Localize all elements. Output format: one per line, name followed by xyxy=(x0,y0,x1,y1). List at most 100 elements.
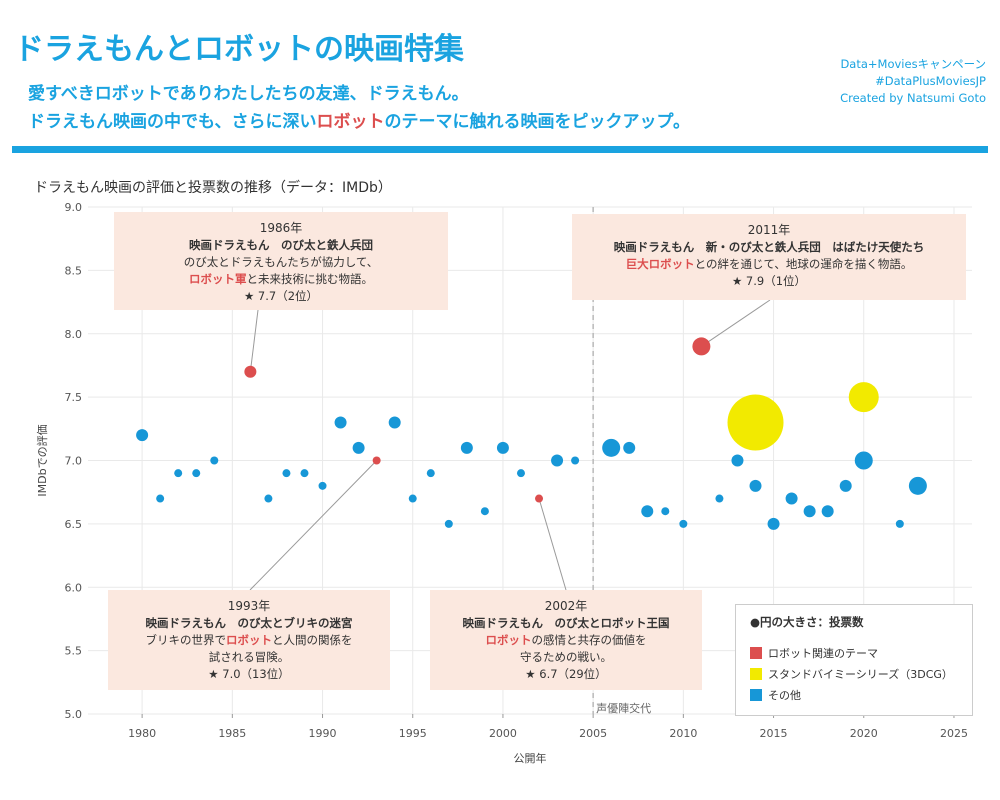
data-point-robot xyxy=(372,456,381,465)
data-point-standbyme xyxy=(848,382,879,413)
annotation-rating: ★ 7.9（1位） xyxy=(731,274,807,288)
annotation-desc-post: の感情と共存の価値を xyxy=(531,633,647,647)
annotation-leader-line xyxy=(249,460,378,591)
annotation-movie: 映画ドラえもん のび太とロボット王国 xyxy=(462,616,670,630)
annotation-leader-line xyxy=(701,299,771,347)
data-point-other xyxy=(264,494,273,503)
subtitle-highlight: ロボット xyxy=(316,112,385,132)
reference-line-label: 声優陣交代 xyxy=(596,701,651,715)
annotation-desc: 試される冒険。 xyxy=(208,650,290,664)
header-divider xyxy=(12,146,988,153)
data-point-other xyxy=(839,479,852,492)
data-point-other xyxy=(334,416,347,429)
annotation-2002: 2002年 映画ドラえもん のび太とロボット王国 ロボットの感情と共存の価値を … xyxy=(430,590,702,690)
x-tick-label: 1990 xyxy=(309,727,337,740)
annotation-1986: 1986年 映画ドラえもん のび太と鉄人兵団 のび太とドラえもんたちが協力して、… xyxy=(114,212,448,310)
annotation-leader-line xyxy=(538,498,567,591)
page-title: ドラえもんとロボットの映画特集 xyxy=(14,32,464,67)
annotation-rating: ★ 7.0（13位） xyxy=(208,667,290,681)
data-point-other xyxy=(192,469,201,478)
annotation-desc: ロボットの感情と共存の価値を xyxy=(430,632,702,649)
annotation-movie: 映画ドラえもん のび太とブリキの迷宮 xyxy=(145,616,353,630)
y-tick-label: 5.5 xyxy=(65,645,83,658)
legend-label: その他 xyxy=(768,689,801,702)
x-tick-label: 1985 xyxy=(218,727,246,740)
page-subtitle: 愛すべきロボットでありわたしたちの友達、ドラえもん。 ドラえもん映画の中でも、さ… xyxy=(28,80,690,136)
annotation-year: 2011年 xyxy=(747,223,791,237)
annotation-highlight: 巨大ロボット xyxy=(625,257,695,271)
annotation-year: 1993年 xyxy=(227,599,271,613)
subtitle-line-2-pre: ドラえもん映画の中でも、さらに深い xyxy=(28,112,317,132)
data-point-other xyxy=(785,492,798,505)
annotation-desc: 巨大ロボットとの絆を通じて、地球の運命を描く物語。 xyxy=(572,256,966,273)
data-point-other xyxy=(282,469,291,478)
data-point-other xyxy=(731,454,744,467)
data-point-other xyxy=(623,441,636,454)
data-point-other xyxy=(661,507,670,516)
subtitle-line-2: ドラえもん映画の中でも、さらに深いロボットのテーマに触れる映画をピックアップ。 xyxy=(28,108,690,136)
annotation-highlight: ロボット軍 xyxy=(189,272,247,286)
data-point-robot xyxy=(535,494,544,503)
y-tick-label: 8.5 xyxy=(65,264,83,277)
annotation-desc-post: と人間の関係を xyxy=(272,633,353,647)
annotation-year: 1986年 xyxy=(259,221,303,235)
x-tick-label: 2000 xyxy=(489,727,517,740)
legend-label: スタンドバイミーシリーズ（3DCG） xyxy=(768,668,953,681)
annotation-2011: 2011年 映画ドラえもん 新・のび太と鉄人兵団 はばたけ天使たち 巨大ロボット… xyxy=(572,214,966,300)
data-point-other xyxy=(156,494,165,503)
y-axis-label: IMDbでの評価 xyxy=(35,424,49,496)
data-point-other xyxy=(895,519,904,528)
legend-label: ロボット関連のテーマ xyxy=(768,647,878,660)
annotation-movie: 映画ドラえもん のび太と鉄人兵団 xyxy=(189,238,373,252)
x-tick-label: 2005 xyxy=(579,727,607,740)
legend-swatch-other xyxy=(750,689,762,701)
credit-hashtag: #DataPlusMoviesJP xyxy=(875,74,986,88)
data-point-other xyxy=(408,494,417,503)
annotation-desc: ブリキの世界でロボットと人間の関係を xyxy=(108,632,390,649)
y-tick-label: 9.0 xyxy=(65,201,83,214)
data-point-robot xyxy=(692,337,711,356)
annotation-year: 2002年 xyxy=(544,599,588,613)
legend-title: ●円の大きさ：投票数 xyxy=(750,615,864,629)
data-point-other xyxy=(749,479,762,492)
data-point-other xyxy=(388,416,401,429)
credit-campaign: Data+Moviesキャンペーン xyxy=(840,57,986,71)
data-point-other xyxy=(496,441,509,454)
subtitle-line-1: 愛すべきロボットでありわたしたちの友達、ドラえもん。 xyxy=(28,84,469,104)
data-point-other xyxy=(480,507,489,516)
data-point-other xyxy=(426,469,435,478)
data-point-other xyxy=(300,469,309,478)
x-tick-label: 2025 xyxy=(940,727,968,740)
data-point-other xyxy=(460,441,473,454)
annotation-rating: ★ 6.7（29位） xyxy=(525,667,607,681)
legend-item-other: その他 xyxy=(750,687,801,702)
y-tick-label: 6.0 xyxy=(65,581,83,594)
data-point-other xyxy=(551,454,564,467)
data-point-other xyxy=(444,519,453,528)
data-point-other xyxy=(571,456,580,465)
y-tick-label: 6.5 xyxy=(65,518,83,531)
annotation-desc-post: と未来技術に挑む物語。 xyxy=(246,272,374,286)
legend-item-standbyme: スタンドバイミーシリーズ（3DCG） xyxy=(750,666,953,681)
legend-item-robot: ロボット関連のテーマ xyxy=(750,645,878,660)
annotation-highlight: ロボット xyxy=(485,633,532,647)
data-point-other xyxy=(854,451,873,470)
data-point-other xyxy=(767,517,780,530)
data-point-other xyxy=(821,505,834,518)
data-point-other xyxy=(516,469,525,478)
data-point-other xyxy=(602,438,621,457)
data-point-other xyxy=(908,476,927,495)
annotation-desc: 守るための戦い。 xyxy=(520,650,612,664)
data-point-other xyxy=(318,481,327,490)
annotation-rating: ★ 7.7（2位） xyxy=(243,289,319,303)
annotation-leader-line xyxy=(249,309,259,372)
subtitle-line-2-post: のテーマに触れる映画をピックアップ。 xyxy=(384,112,691,132)
y-tick-label: 8.0 xyxy=(65,328,83,341)
annotation-movie: 映画ドラえもん 新・のび太と鉄人兵団 はばたけ天使たち xyxy=(613,240,925,254)
annotation-desc-pre: ブリキの世界で xyxy=(145,633,227,647)
data-point-other xyxy=(641,505,654,518)
annotation-highlight: ロボット xyxy=(226,633,272,647)
data-point-other xyxy=(174,469,183,478)
data-point-other xyxy=(803,505,816,518)
data-point-other xyxy=(210,456,219,465)
